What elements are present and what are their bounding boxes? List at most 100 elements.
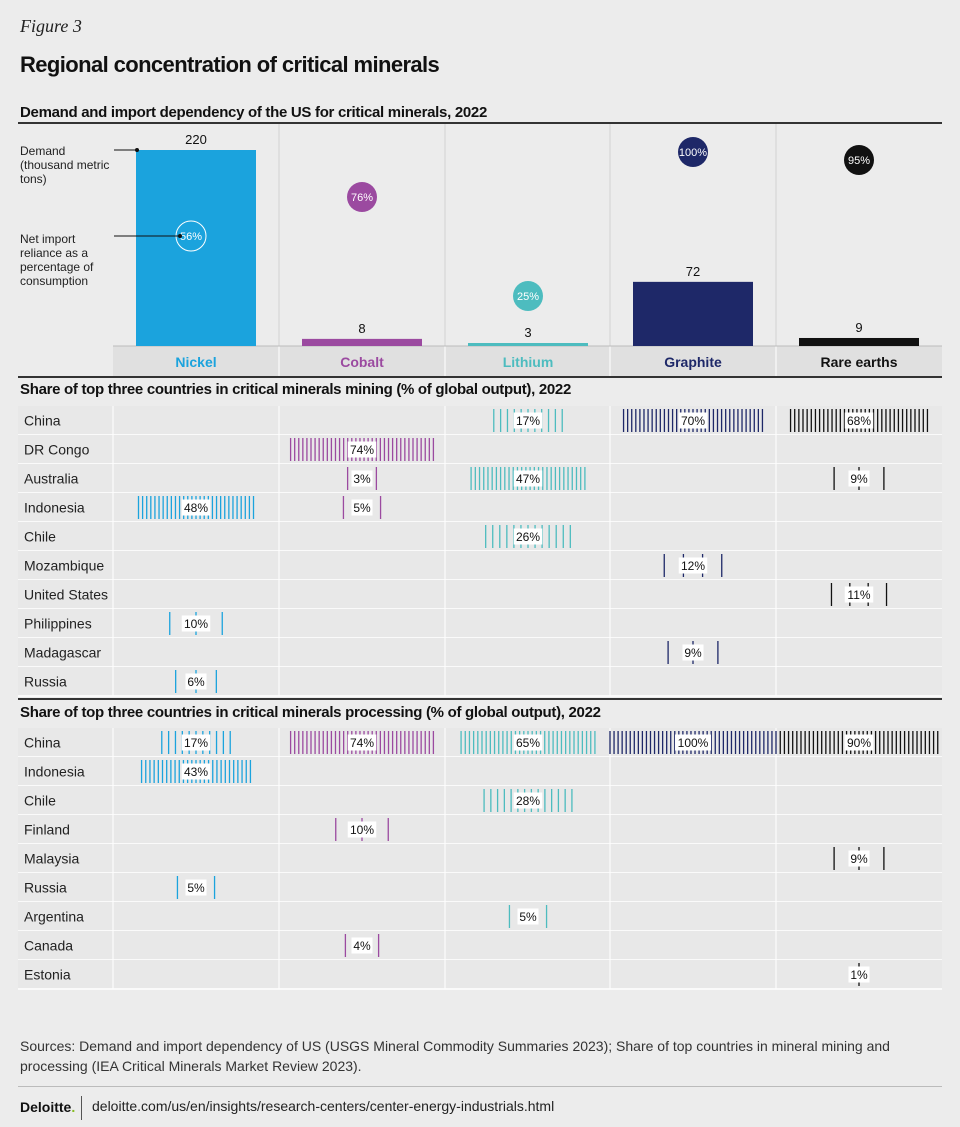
mining-row-bg (18, 406, 942, 435)
mining-label-bg (848, 470, 870, 487)
mining-value-madagascar-graphite: 9% (684, 646, 702, 660)
mining-label-bg (844, 586, 874, 603)
category-label-cobalt: Cobalt (340, 354, 384, 370)
demand-section-title: Demand and import dependency of the US f… (20, 104, 487, 121)
processing-row-bg (18, 728, 942, 757)
processing-country-argentina: Argentina (24, 909, 84, 925)
mining-label-bg (678, 412, 708, 429)
mining-country-dr-congo: DR Congo (24, 442, 90, 458)
category-band (113, 346, 942, 376)
mining-value-mozambique-graphite: 12% (681, 559, 705, 573)
mining-label-bg (347, 441, 377, 458)
processing-value-china-cobalt: 74% (350, 736, 374, 750)
processing-label-bg (347, 821, 377, 838)
mining-country-indonesia: Indonesia (24, 500, 85, 516)
processing-row-bg (18, 844, 942, 873)
processing-value-russia-nickel: 5% (187, 881, 205, 895)
processing-value-indonesia-nickel: 43% (184, 765, 208, 779)
processing-row-bg (18, 960, 942, 989)
reliance-label-graphite: 100% (679, 147, 707, 159)
processing-value-china-nickel: 17% (184, 736, 208, 750)
bar-cobalt (302, 338, 422, 346)
category-label-graphite: Graphite (664, 354, 722, 370)
demand-annotation: Demand (thousand metric tons) (20, 144, 110, 186)
mining-label-bg (181, 615, 211, 632)
bar-value-rare-earths: 9 (855, 320, 862, 335)
mining-row-bg (18, 609, 942, 638)
mining-country-china: China (24, 413, 61, 429)
demand-leader-dot (135, 148, 139, 152)
processing-label-bg (513, 734, 543, 751)
processing-row-bg (18, 902, 942, 931)
processing-row-bg (18, 757, 942, 786)
mining-row-bg (18, 551, 942, 580)
footer-separator (81, 1096, 82, 1120)
mining-row-bg (18, 667, 942, 696)
mining-section-rule (18, 376, 942, 378)
sources-note: Sources: Demand and import dependency of… (20, 1038, 890, 1074)
mining-row-bg (18, 638, 942, 667)
processing-section-title: Share of top three countries in critical… (20, 704, 601, 721)
processing-country-estonia: Estonia (24, 967, 71, 983)
category-label-nickel: Nickel (175, 354, 216, 370)
mining-country-russia: Russia (24, 674, 67, 690)
mining-value-china-lithium: 17% (516, 414, 540, 428)
processing-country-china: China (24, 735, 61, 751)
processing-label-bg (675, 734, 711, 751)
mining-value-chile-lithium: 26% (516, 530, 540, 544)
mining-label-bg (678, 557, 708, 574)
processing-label-bg (181, 734, 211, 751)
processing-label-bg (848, 850, 870, 867)
mining-label-bg (185, 673, 207, 690)
processing-country-canada: Canada (24, 938, 73, 954)
reliance-leader-dot (178, 234, 182, 238)
mining-label-bg (513, 412, 543, 429)
processing-country-malaysia: Malaysia (24, 851, 79, 867)
processing-country-russia: Russia (24, 880, 67, 896)
deloitte-logo: Deloitte. (20, 1099, 76, 1115)
processing-value-china-graphite: 100% (678, 736, 709, 750)
mining-label-bg (513, 528, 543, 545)
reliance-bubble-cobalt (347, 182, 377, 212)
mining-value-australia-rare-earths: 9% (850, 472, 868, 486)
mining-label-bg (351, 470, 373, 487)
mining-label-bg (351, 499, 373, 516)
minerals-chart: 220 56% Nickel 8 76% Cobalt 3 25% Lithium 72 100% G… (18, 124, 942, 990)
bar-nickel (136, 150, 256, 346)
reliance-label-lithium: 25% (517, 291, 539, 303)
reliance-bubble-lithium (513, 281, 543, 311)
mining-label-bg (844, 412, 874, 429)
footer-url[interactable]: deloitte.com/us/en/insights/research-cen… (92, 1098, 555, 1114)
processing-label-bg (347, 734, 377, 751)
bar-graphite (633, 281, 753, 346)
bar-rare-earths (799, 337, 919, 346)
processing-value-argentina-lithium: 5% (519, 910, 537, 924)
processing-label-bg (844, 734, 874, 751)
footer-divider (18, 1086, 942, 1087)
reliance-bubble-graphite (678, 137, 708, 167)
mining-country-madagascar: Madagascar (24, 645, 101, 661)
mining-value-australia-lithium: 47% (516, 472, 540, 486)
mining-value-philippines-nickel: 10% (184, 617, 208, 631)
mining-row-bg (18, 580, 942, 609)
mining-value-australia-cobalt: 3% (353, 472, 371, 486)
processing-section-rule (18, 698, 942, 700)
processing-label-bg (517, 908, 539, 925)
mining-value-china-graphite: 70% (681, 414, 705, 428)
bar-lithium (468, 343, 588, 346)
mining-country-australia: Australia (24, 471, 79, 487)
processing-label-bg (185, 879, 207, 896)
mining-row-bg (18, 435, 942, 464)
bar-value-nickel: 220 (185, 132, 207, 147)
figure-label: Figure 3 (20, 16, 82, 36)
processing-value-canada-cobalt: 4% (353, 939, 371, 953)
processing-row-bg (18, 815, 942, 844)
processing-country-chile: Chile (24, 793, 56, 809)
processing-label-bg (181, 763, 211, 780)
processing-row-bg (18, 931, 942, 960)
mining-value-united-states-rare-earths: 11% (847, 588, 870, 602)
mining-country-mozambique: Mozambique (24, 558, 104, 574)
processing-value-finland-cobalt: 10% (350, 823, 374, 837)
processing-value-estonia-rare-earths: 1% (850, 968, 868, 982)
reliance-annotation: Net import reliance as a percentage of c… (20, 232, 94, 288)
